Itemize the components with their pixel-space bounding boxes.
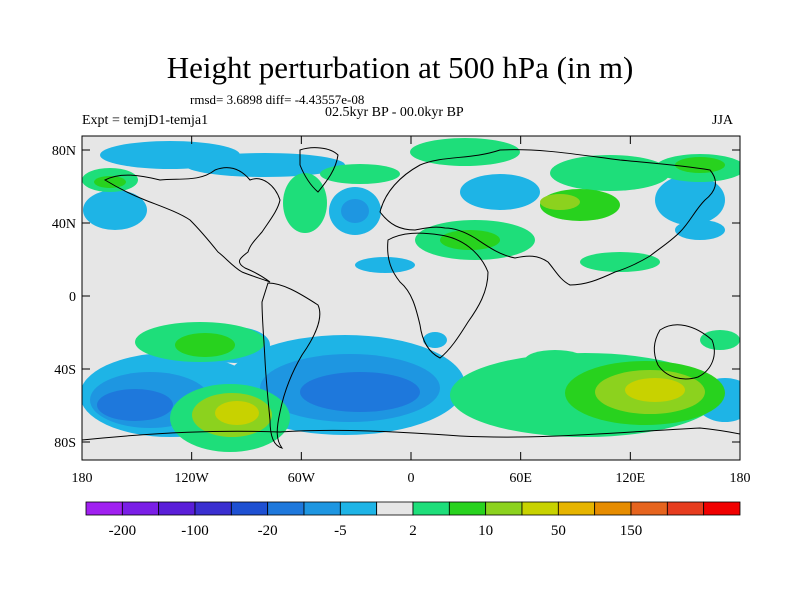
coastlines xyxy=(82,147,740,449)
longitude-axis: 180 120W 60W 0 60E 120E 180 xyxy=(72,136,751,486)
lat-tick-label: 40N xyxy=(52,217,76,232)
experiment-label: Expt = temjD1-temja1 xyxy=(82,113,209,128)
colorbar-swatch xyxy=(267,501,305,516)
colorbar-label: 50 xyxy=(551,523,566,539)
north-america-coastline xyxy=(103,167,281,283)
colorbar-swatch xyxy=(85,501,123,516)
colorbar-swatch xyxy=(303,501,341,516)
eurasia-coastline xyxy=(379,149,716,286)
colorbar-swatch xyxy=(703,501,741,516)
colorbar-swatch xyxy=(630,501,668,516)
colorbar-swatch xyxy=(666,501,705,516)
season-label: JJA xyxy=(712,113,734,128)
lon-tick-label: 60W xyxy=(288,471,316,486)
colorbar-swatch xyxy=(521,501,559,516)
lat-tick-label: 40S xyxy=(54,363,76,378)
antarctica-coastline xyxy=(82,427,740,441)
lat-tick-label: 80S xyxy=(54,436,76,451)
colorbar-swatch xyxy=(412,501,450,516)
colorbar-swatch xyxy=(230,501,269,516)
colorbar-swatch xyxy=(121,501,160,516)
lat-tick-label: 80N xyxy=(52,144,76,159)
lon-tick-label: 180 xyxy=(72,471,93,486)
anomaly-shading xyxy=(82,138,740,452)
colorbar-label: 10 xyxy=(478,523,493,539)
colorbar-label: 150 xyxy=(620,523,643,539)
colorbar-swatch xyxy=(339,501,378,516)
rmsd-diff-text: rmsd= 3.6898 diff= -4.43557e-08 xyxy=(190,92,365,107)
africa-coastline xyxy=(387,232,489,359)
colorbar-label: -20 xyxy=(258,523,278,539)
plot-title: Height perturbation at 500 hPa (in m) xyxy=(166,50,634,85)
lon-tick-label: 120E xyxy=(616,471,646,486)
colorbar-label: 2 xyxy=(409,523,417,539)
lon-tick-label: 60E xyxy=(509,471,532,486)
lat-tick-label: 0 xyxy=(69,290,76,305)
latitude-axis: 80N 40N 0 40S 80S xyxy=(52,144,740,451)
colorbar: -200 -100 -20 -5 2 10 50 150 xyxy=(85,501,741,539)
map-plot-area xyxy=(82,136,740,460)
colorbar-swatch xyxy=(194,501,232,516)
colorbar-swatch xyxy=(485,501,523,516)
colorbar-swatch xyxy=(158,501,196,516)
lon-tick-label: 0 xyxy=(408,471,415,486)
period-text: 02.5kyr BP - 00.0kyr BP xyxy=(325,105,464,120)
colorbar-swatch xyxy=(594,501,632,516)
lon-tick-label: 120W xyxy=(175,471,210,486)
south-america-coastline xyxy=(261,282,321,449)
greenland-coastline xyxy=(299,147,339,193)
lon-tick-label: 180 xyxy=(730,471,751,486)
australia-coastline xyxy=(653,324,715,380)
colorbar-label: -100 xyxy=(181,523,209,539)
colorbar-label: -5 xyxy=(334,523,347,539)
colorbar-swatch xyxy=(448,501,487,516)
colorbar-label: -200 xyxy=(109,523,137,539)
colorbar-swatch xyxy=(557,501,596,516)
colorbar-swatch xyxy=(376,501,414,516)
